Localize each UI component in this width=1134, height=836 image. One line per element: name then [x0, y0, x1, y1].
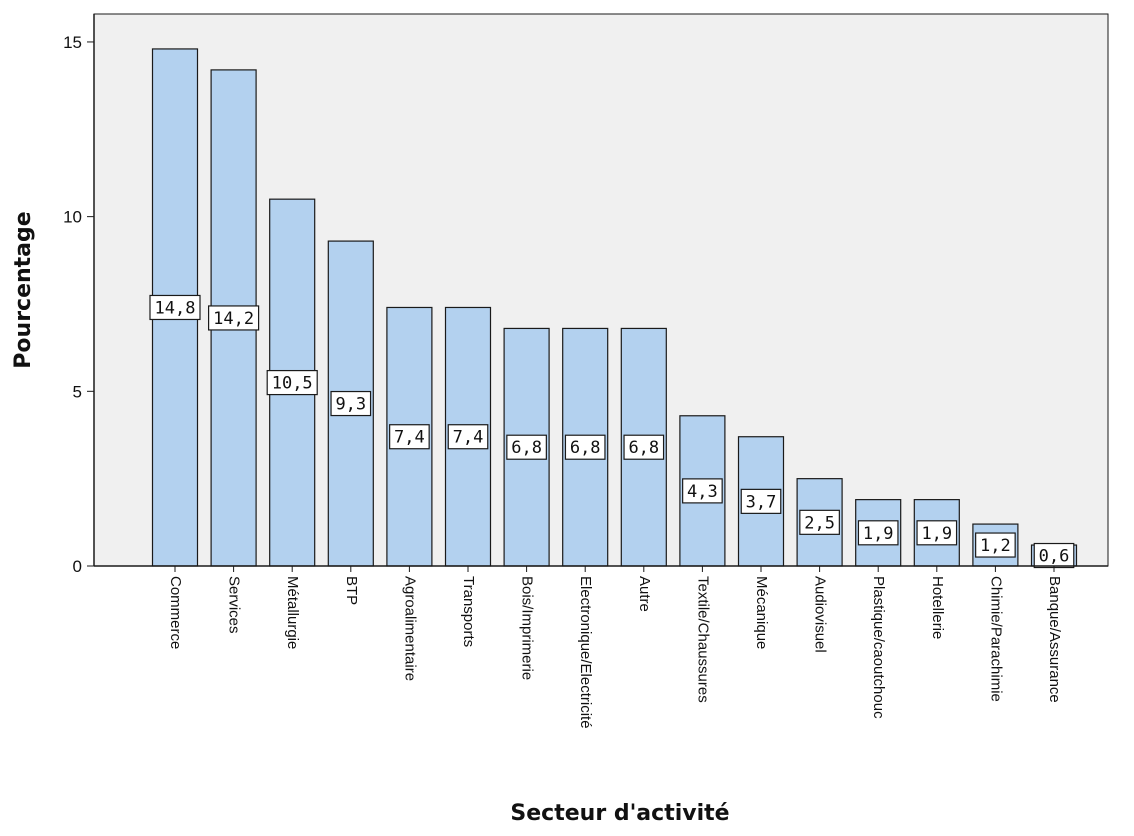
y-tick-label-0: 0	[73, 557, 82, 576]
y-tick-label-1: 5	[73, 382, 82, 401]
data-label-box-8	[623, 434, 665, 460]
data-label-box-6	[506, 434, 547, 460]
data-label-box-11	[799, 509, 840, 535]
data-label-box-14	[975, 532, 1016, 558]
category-label-6: Bois/Imprimerie	[519, 576, 536, 680]
data-label-box-12	[857, 520, 899, 546]
y-tick-label-2: 10	[63, 208, 82, 227]
y-axis-ticks: 0 5 10 15	[63, 33, 94, 576]
data-label-6: 6,8	[511, 438, 542, 458]
data-label-box-5	[447, 424, 489, 450]
data-label-3: 9,3	[335, 395, 366, 415]
x-axis-title: Secteur d'activité	[510, 801, 729, 826]
data-label-8: 6,8	[628, 438, 659, 458]
data-label-box-9	[682, 478, 723, 504]
data-label-13: 1,9	[921, 524, 952, 544]
data-label-1: 14,2	[213, 309, 254, 329]
category-label-12: Plastique/caoutchouc	[870, 576, 887, 719]
data-label-2: 10,5	[272, 374, 313, 394]
category-label-11: Audiovisuel	[812, 576, 829, 653]
category-label-3: BTP	[343, 576, 360, 605]
y-tick-label-3: 15	[63, 33, 82, 52]
data-label-4: 7,4	[394, 428, 425, 448]
data-label-10: 3,7	[746, 492, 777, 512]
data-label-box-0	[149, 294, 201, 321]
category-label-13: Hotellerie	[929, 576, 946, 639]
category-label-15: Banque/Assurance	[1046, 576, 1063, 703]
data-label-5: 7,4	[453, 428, 484, 448]
category-label-5: Transports	[460, 576, 477, 647]
category-label-9: Textile/Chaussures	[694, 576, 711, 703]
data-label-9: 4,3	[687, 482, 718, 502]
data-label-box-10	[740, 488, 782, 514]
data-label-12: 1,9	[863, 524, 894, 544]
data-label-box-1	[208, 305, 260, 331]
category-label-2: Métallurgie	[284, 576, 301, 649]
bars-group: 14,8 14,2 10,5 9,3 7,4 7,4 6,8 6,8 6,8 4,3 3,7 2,5 1…	[149, 48, 1078, 569]
data-label-box-15	[1033, 542, 1075, 569]
category-label-10: Mécanique	[753, 576, 770, 649]
y-axis-title: Pourcentage	[11, 211, 36, 368]
x-axis-category-labels: Commerce Services Métallurgie BTP Agroalimen…	[167, 566, 1063, 729]
data-label-box-4	[389, 424, 430, 450]
data-label-11: 2,5	[804, 513, 835, 533]
category-label-4: Agroalimentaire	[401, 576, 418, 681]
category-label-8: Autre	[636, 576, 653, 612]
data-label-box-13	[916, 520, 958, 546]
category-label-14: Chimie/Parachimie	[987, 576, 1004, 702]
category-label-0: Commerce	[167, 576, 184, 649]
data-label-15: 0,6	[1039, 547, 1070, 567]
category-label-7: Electronique/Electricité	[577, 576, 594, 729]
data-label-box-7	[564, 434, 606, 460]
data-label-box-3	[330, 390, 372, 417]
data-label-14: 1,2	[980, 536, 1011, 556]
data-label-box-2	[266, 369, 318, 396]
data-label-7: 6,8	[570, 438, 601, 458]
category-label-1: Services	[226, 576, 243, 634]
data-label-0: 14,8	[155, 298, 196, 318]
